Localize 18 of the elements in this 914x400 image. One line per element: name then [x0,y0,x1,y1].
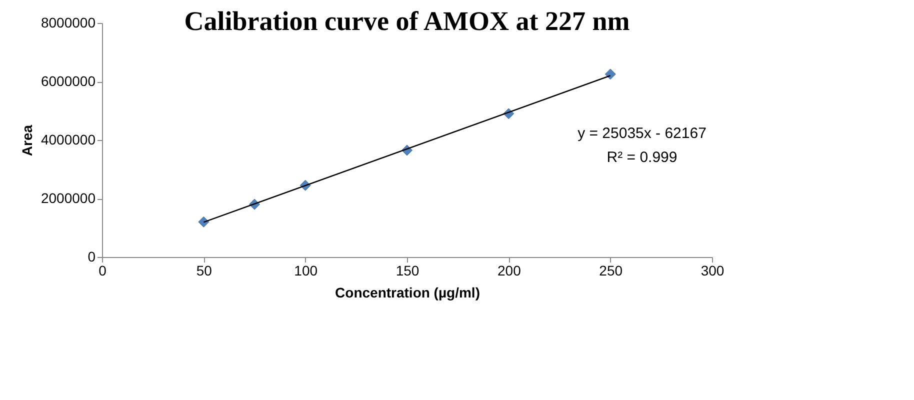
y-tick-label: 6000000 [40,73,96,89]
x-tick-label: 50 [196,262,212,278]
x-tick-label: 250 [599,262,623,278]
x-tick-label: 300 [700,262,724,278]
y-tick-label: 2000000 [40,190,96,206]
x-tick-label: 150 [396,262,420,278]
y-tick-label: 8000000 [40,14,96,30]
x-tick-label: 0 [98,262,107,278]
x-axis-title: Concentration (µg/ml) [335,284,480,300]
x-tick-label: 100 [294,262,318,278]
chart-title: Calibration curve of AMOX at 227 nm [184,6,630,36]
annotation: R² = 0.999 [606,149,678,166]
y-tick-label: 0 [88,248,96,264]
y-tick-label: 4000000 [40,132,96,148]
point [604,68,616,80]
x-tick-label: 200 [497,262,522,278]
annotation: y = 25035x - 62167 [578,125,706,142]
y-axis-title: Area [18,124,35,156]
